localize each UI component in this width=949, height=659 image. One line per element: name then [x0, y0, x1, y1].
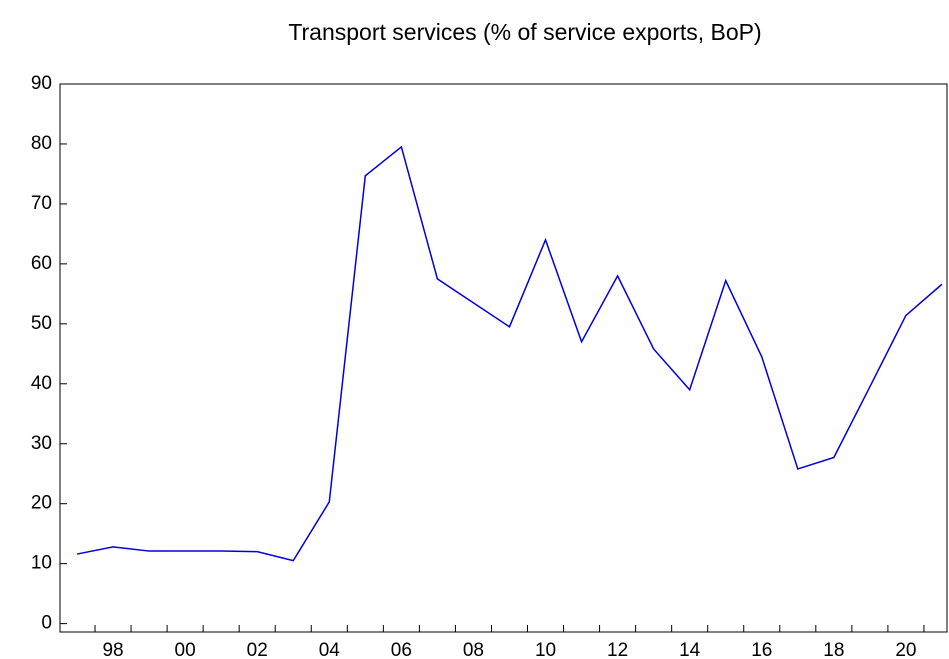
y-tick-label: 10: [31, 553, 52, 574]
y-tick-label: 20: [31, 493, 52, 514]
plot-frame: [59, 83, 948, 633]
y-tick-label: 70: [31, 193, 52, 214]
y-tick-label: 60: [31, 253, 52, 274]
y-tick-label: 90: [31, 73, 52, 94]
x-tick-label: 12: [607, 640, 628, 659]
x-tick-label: 06: [391, 640, 412, 659]
data-line: [76, 145, 943, 562]
x-tick-label: 18: [823, 640, 844, 659]
y-tick-label: 30: [31, 433, 52, 454]
x-tick-label: 16: [751, 640, 772, 659]
chart-title: Transport services (% of service exports…: [288, 19, 761, 45]
x-tick-label: 04: [319, 640, 341, 659]
y-tick-label: 40: [31, 373, 52, 394]
x-tick-label: 14: [679, 640, 701, 659]
x-tick-label: 20: [895, 640, 916, 659]
y-tick-label: 80: [31, 133, 52, 154]
y-tick-label: 50: [31, 313, 52, 334]
y-tick-label: 0: [41, 613, 52, 634]
x-tick-label: 02: [247, 640, 268, 659]
x-tick-label: 00: [175, 640, 196, 659]
x-tick-label: 10: [535, 640, 556, 659]
x-tick-label: 08: [463, 640, 484, 659]
x-tick-label: 98: [102, 640, 123, 659]
